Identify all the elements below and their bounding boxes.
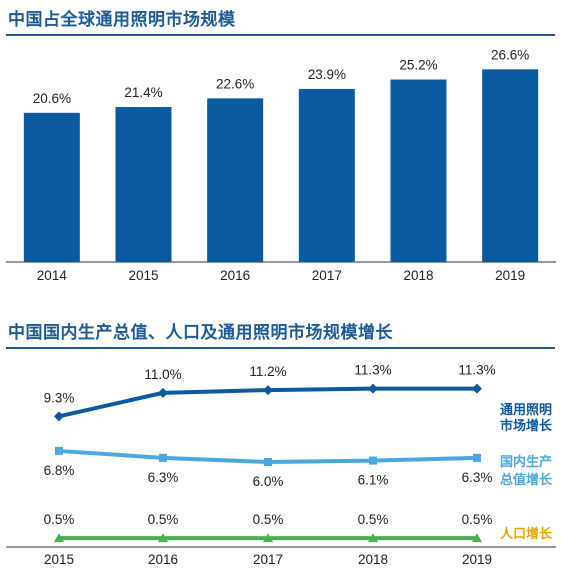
line-value-label-1-2019: 6.3% xyxy=(462,470,493,485)
line-point-0-2018 xyxy=(368,383,378,394)
line-value-label-2-2019: 0.5% xyxy=(462,512,493,527)
line-value-label-0-2017: 11.2% xyxy=(249,364,286,379)
line-point-0-2019 xyxy=(472,383,482,394)
line-x-tick-2019: 2019 xyxy=(462,552,492,567)
legend-label-0-0: 通用照明 xyxy=(500,402,552,418)
bar-x-tick-2014: 2014 xyxy=(37,268,68,283)
line-point-1-2015 xyxy=(55,446,63,455)
line-value-label-2-2016: 0.5% xyxy=(148,512,179,527)
line-point-0-2017 xyxy=(263,385,273,396)
legend-label-0-1: 市场增长 xyxy=(500,418,553,434)
line-point-2-2016 xyxy=(158,533,168,543)
bar-value-label-2014: 20.6% xyxy=(33,91,71,106)
bar-value-label-2015: 21.4% xyxy=(124,85,162,100)
legend-label-1-0: 国内生产 xyxy=(500,454,552,470)
line-x-tick-2016: 2016 xyxy=(148,552,178,567)
line-value-label-2-2018: 0.5% xyxy=(358,512,389,527)
bar-value-label-2019: 26.6% xyxy=(491,47,529,62)
bar-2017 xyxy=(298,88,355,263)
line-point-1-2017 xyxy=(264,458,272,466)
line-point-2-2017 xyxy=(263,533,273,543)
line-point-1-2016 xyxy=(159,453,167,462)
bar-chart-title-rule xyxy=(6,34,555,36)
line-value-label-2-2017: 0.5% xyxy=(253,512,284,527)
line-value-label-0-2019: 11.3% xyxy=(458,363,495,378)
line-value-label-1-2015: 6.8% xyxy=(44,463,75,478)
bar-chart-title: 中国占全球通用照明市场规模 xyxy=(8,10,236,30)
line-point-1-2018 xyxy=(369,456,377,465)
bar-value-label-2017: 23.9% xyxy=(308,67,346,82)
line-value-label-1-2017: 6.0% xyxy=(253,474,284,489)
bar-2015 xyxy=(115,107,172,262)
bar-value-label-2018: 25.2% xyxy=(399,58,437,73)
line-point-2-2019 xyxy=(472,533,482,543)
bar-x-tick-2015: 2015 xyxy=(128,268,158,283)
line-x-tick-2018: 2018 xyxy=(358,552,388,567)
line-chart-title-rule xyxy=(6,347,555,349)
bar-value-label-2016: 22.6% xyxy=(216,76,254,91)
line-point-0-2016 xyxy=(158,387,168,398)
line-x-tick-2015: 2015 xyxy=(44,552,74,567)
bar-x-tick-2017: 2017 xyxy=(312,268,342,283)
line-value-label-0-2015: 9.3% xyxy=(44,390,75,405)
line-value-label-1-2016: 6.3% xyxy=(148,470,179,485)
bar-2014 xyxy=(23,112,80,263)
line-value-label-0-2016: 11.0% xyxy=(144,367,181,382)
line-point-2-2015 xyxy=(54,533,64,543)
bar-2018 xyxy=(390,79,447,262)
bar-x-tick-2019: 2019 xyxy=(495,268,525,283)
line-x-tick-2017: 2017 xyxy=(253,552,283,567)
line-value-label-2-2015: 0.5% xyxy=(44,512,75,527)
line-chart-title: 中国国内生产总值、人口及通用照明市场规模增长 xyxy=(8,323,393,343)
line-value-label-0-2018: 11.3% xyxy=(354,363,391,378)
line-point-2-2018 xyxy=(368,533,378,543)
bar-x-tick-2016: 2016 xyxy=(220,268,250,283)
line-value-label-1-2018: 6.1% xyxy=(358,473,389,488)
legend-label-1-1: 总值增长 xyxy=(500,472,553,488)
bar-x-tick-2018: 2018 xyxy=(403,268,433,283)
legend-label-2-0: 人口增长 xyxy=(500,526,553,542)
line-point-0-2015 xyxy=(54,411,64,422)
line-point-1-2019 xyxy=(473,453,481,462)
bar-2019 xyxy=(482,69,539,263)
bar-2016 xyxy=(207,98,264,263)
